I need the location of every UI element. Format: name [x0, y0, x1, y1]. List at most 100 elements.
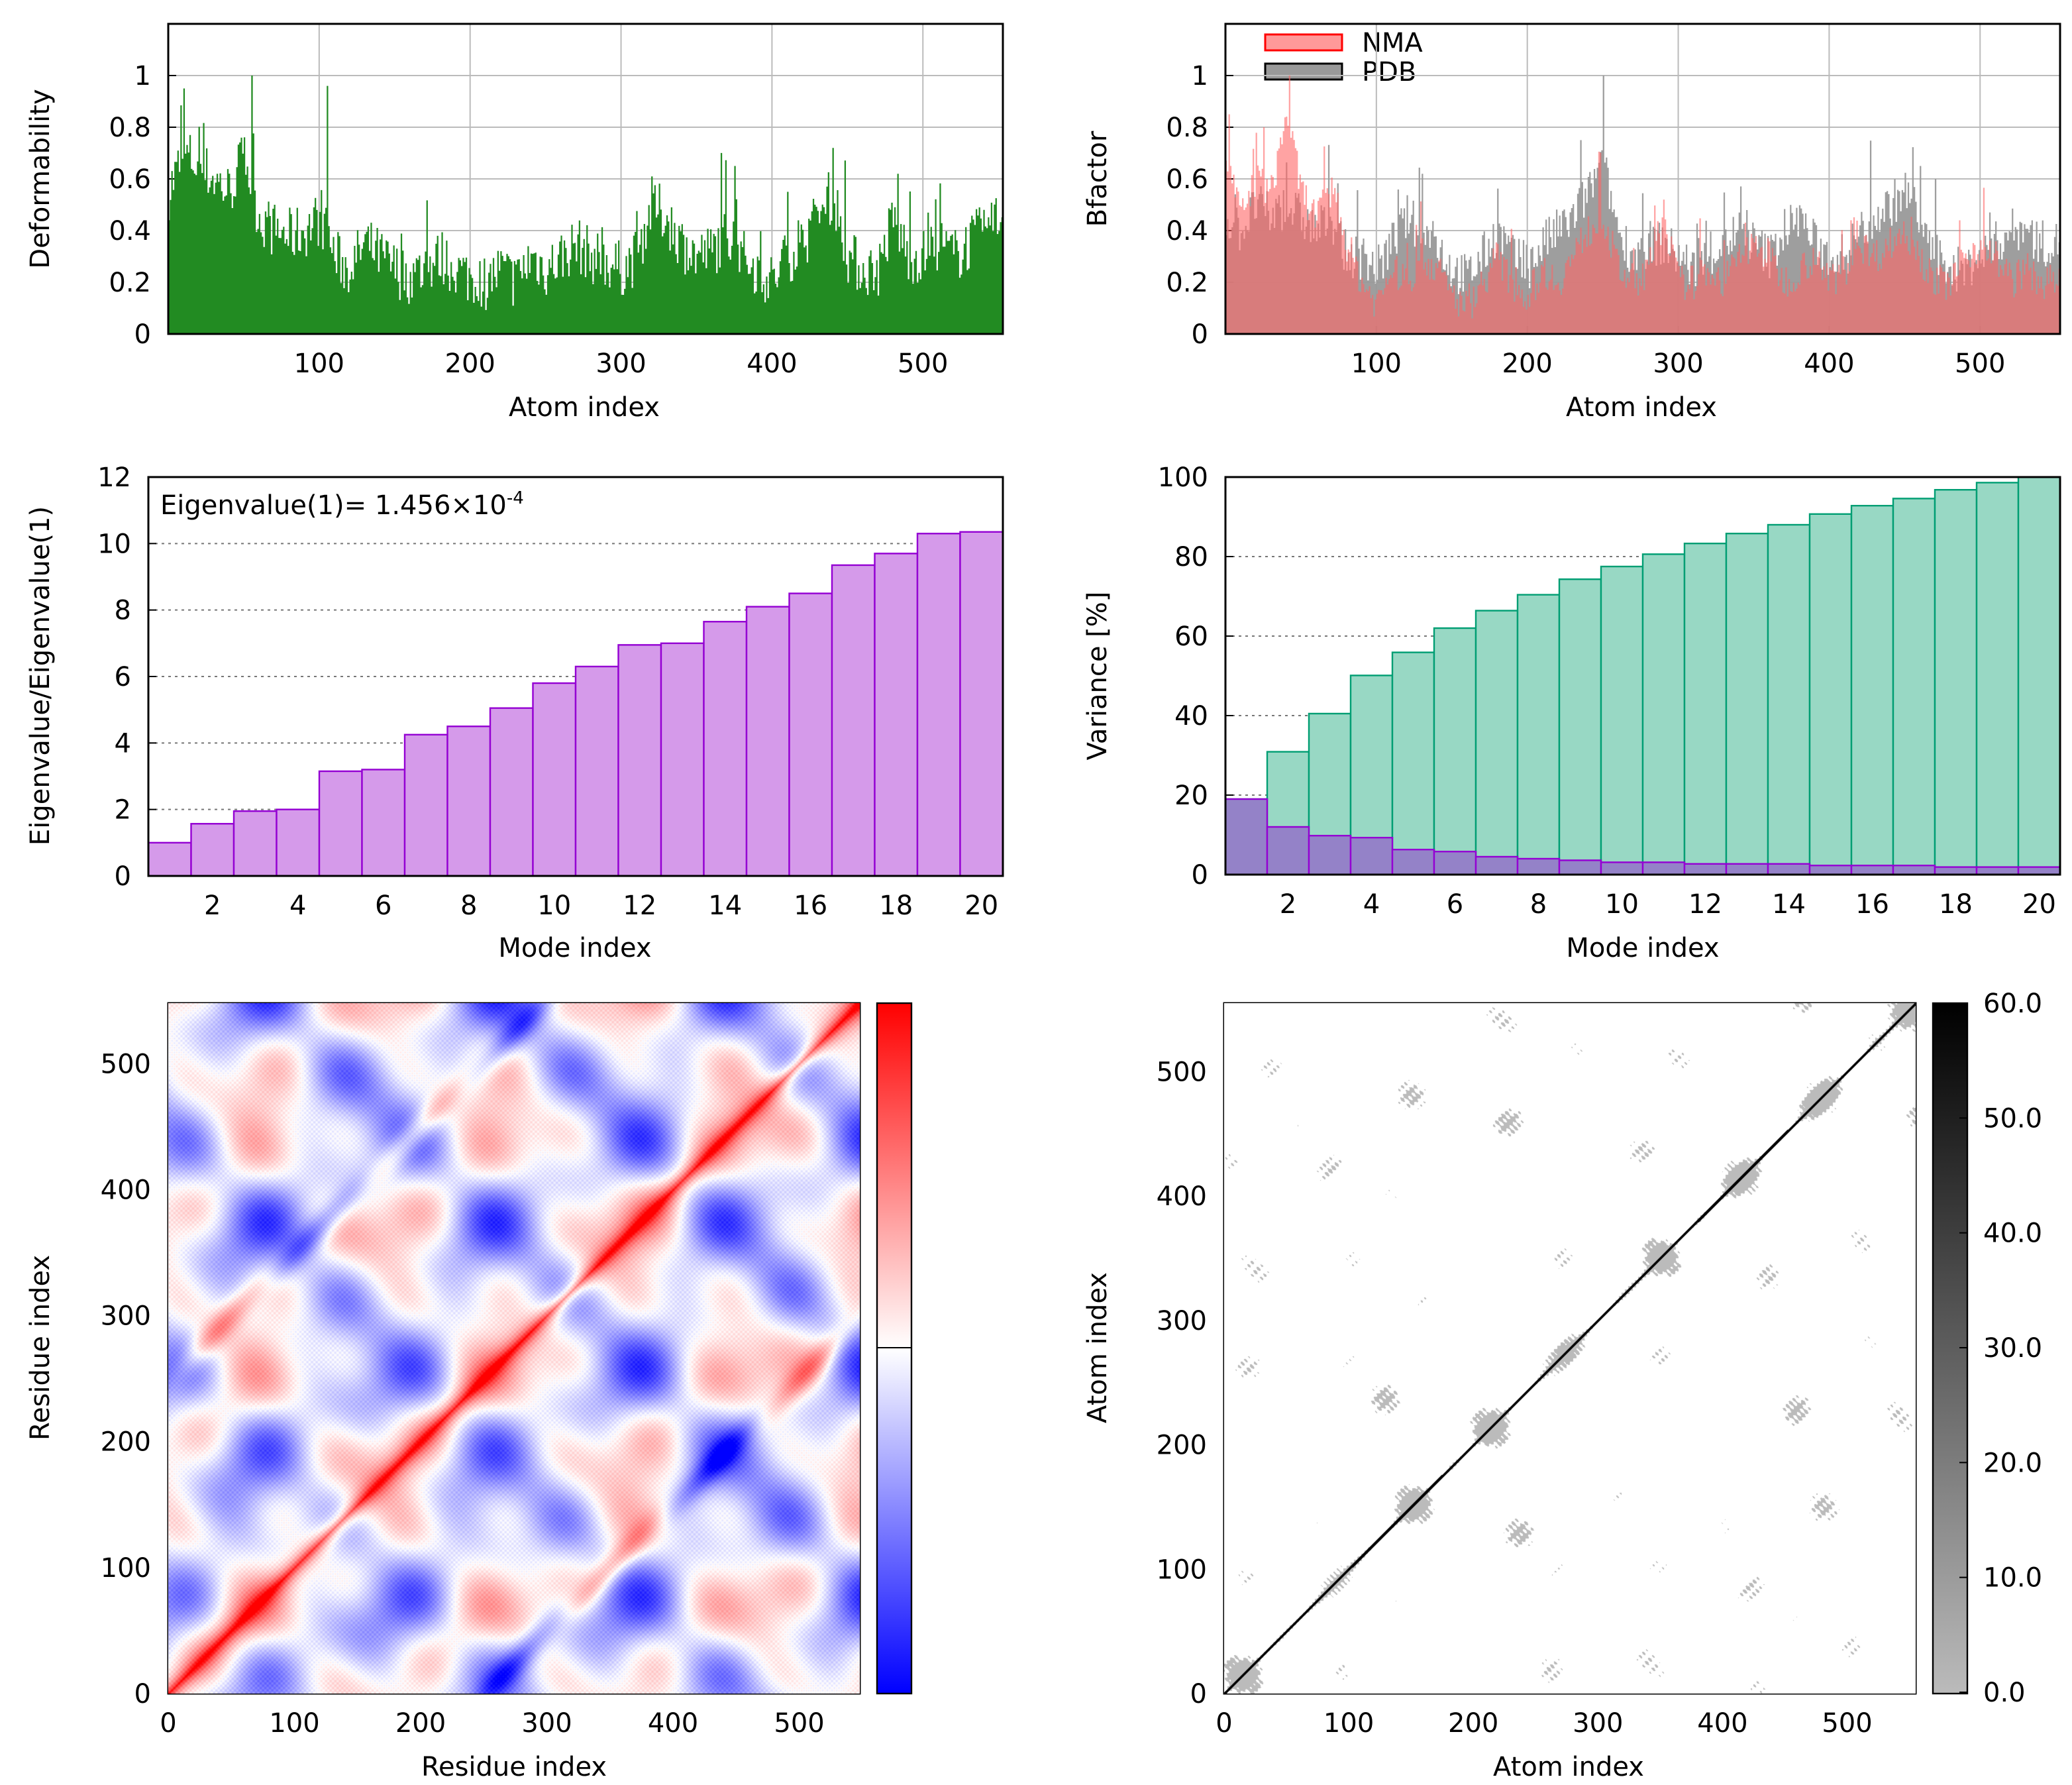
cumulative-bar-14 [1767, 523, 1811, 876]
y-tick-label: 0 [1192, 319, 1208, 350]
colorbar-tick-label: 0.0 [1983, 1678, 2026, 1708]
colorbar-tick-label: 50.0 [1983, 1103, 2042, 1134]
colorbar-tick-label: 40.0 [1983, 1218, 2042, 1249]
variance-ylabel: Variance [%] [1082, 592, 1113, 761]
individual-bar-1 [1224, 798, 1269, 876]
cumulative-bar-8 [1516, 594, 1561, 876]
eigen-xlabel: Mode index [498, 933, 651, 963]
eigen-bar-5 [318, 770, 363, 877]
eigen-bar-3 [233, 810, 278, 877]
x-tick-label: 400 [747, 349, 797, 379]
cumulative-bar-5 [1391, 651, 1435, 876]
individual-bar-20 [2017, 866, 2061, 876]
contact-xlabel: Atom index [1493, 1752, 1644, 1782]
eigen-ylabel: Eigenvalue/Eigenvalue(1) [25, 506, 56, 845]
cumulative-bar-16 [1850, 505, 1894, 876]
eigen-bar-12 [617, 644, 662, 877]
cumulative-bar-9 [1558, 578, 1602, 876]
bfactor-legend: NMA PDB [1264, 28, 1423, 87]
y-tick-label: 200 [101, 1427, 151, 1458]
y-tick-label: 500 [101, 1049, 151, 1079]
x-tick-label: 200 [1448, 1708, 1498, 1739]
x-tick-label: 0 [160, 1708, 176, 1739]
x-tick-label: 10 [537, 891, 571, 921]
legend-label-nma: NMA [1362, 28, 1423, 58]
y-tick-label: 40 [1174, 701, 1208, 731]
x-tick-label: 400 [648, 1708, 698, 1739]
cumulative-bar-20 [2017, 476, 2061, 876]
cumulative-bar-11 [1641, 553, 1686, 876]
x-tick-label: 8 [460, 891, 477, 921]
colorbar-tick-label: 20.0 [1983, 1448, 2042, 1478]
y-tick-label: 0 [115, 861, 131, 892]
individual-bar-2 [1266, 826, 1310, 876]
cumulative-bar-18 [1934, 489, 1978, 876]
y-tick-label: 500 [1157, 1057, 1207, 1087]
y-tick-label: 0 [1190, 1679, 1207, 1709]
individual-bar-4 [1349, 836, 1394, 876]
cumulative-bar-17 [1892, 498, 1936, 876]
individual-bar-16 [1850, 864, 1894, 876]
deformability-frame [167, 23, 1004, 335]
y-tick-label: 0.6 [1166, 164, 1208, 195]
cumulative-bar-10 [1600, 565, 1644, 876]
eigen-bar-15 [745, 606, 790, 877]
individual-bar-9 [1558, 859, 1602, 876]
y-tick-label: 20 [1174, 781, 1208, 811]
variance-xlabel: Mode index [1566, 933, 1719, 963]
y-tick-label: 12 [97, 462, 131, 493]
x-tick-label: 18 [879, 891, 913, 921]
individual-bar-18 [1934, 866, 1978, 876]
x-tick-label: 500 [774, 1708, 824, 1739]
x-tick-label: 8 [1530, 889, 1547, 920]
individual-bar-12 [1683, 863, 1728, 876]
x-tick-label: 100 [294, 349, 344, 379]
eigenvalues-axes: 0 2 4 6 8 10 12 2 4 6 8 10 12 14 16 18 20 [97, 462, 1003, 921]
colorbar-tick-label: 60.0 [1983, 989, 2042, 1019]
x-tick-label: 12 [623, 891, 656, 921]
x-tick-label: 200 [445, 349, 495, 379]
individual-bar-8 [1516, 857, 1561, 876]
x-tick-label: 18 [1939, 889, 1973, 920]
colorbar-tick-label: 10.0 [1983, 1563, 2042, 1594]
x-tick-label: 100 [1323, 1708, 1374, 1739]
y-tick-label: 300 [101, 1301, 151, 1332]
y-tick-label: 0.8 [109, 113, 151, 143]
cumulative-bar-7 [1475, 610, 1519, 876]
y-tick-label: 300 [1157, 1306, 1207, 1336]
contact-map-heatmap [1224, 1003, 1916, 1694]
x-tick-label: 500 [898, 349, 948, 379]
eigen-bar-16 [788, 592, 833, 877]
y-tick-label: 0 [134, 1679, 151, 1709]
deformability-bars [168, 76, 1003, 334]
x-tick-label: 4 [289, 891, 306, 921]
x-tick-label: 300 [521, 1708, 572, 1739]
contact_map-axes: 0 100 200 300 400 500 0 100 200 300 400 500 [1157, 1057, 1873, 1739]
y-tick-label: 60 [1174, 622, 1208, 652]
x-tick-label: 6 [375, 891, 391, 921]
cumulative-bar-15 [1808, 513, 1853, 876]
eigen-bar-8 [446, 726, 492, 877]
eigen-bar-9 [489, 707, 534, 877]
eigen-bar-20 [959, 531, 1004, 877]
x-tick-label: 200 [1502, 349, 1553, 379]
x-tick-label: 14 [708, 891, 742, 921]
x-tick-label: 500 [1822, 1708, 1872, 1739]
y-tick-label: 0.2 [1166, 268, 1208, 298]
individual-bar-15 [1808, 864, 1853, 876]
y-tick-label: 100 [1158, 462, 1208, 493]
y-tick-label: 0.4 [109, 216, 151, 246]
y-tick-label: 8 [115, 596, 131, 626]
legend-label-pdb: PDB [1362, 57, 1416, 87]
y-tick-label: 0 [134, 319, 151, 350]
y-tick-label: 0.6 [109, 164, 151, 195]
x-tick-label: 300 [1573, 1708, 1623, 1739]
bfactor-ylabel: Bfactor [1082, 131, 1113, 227]
eigen-bar-10 [532, 682, 577, 877]
y-tick-label: 100 [101, 1553, 151, 1584]
annotation-text: Eigenvalue(1)= 1.456×10 [160, 490, 507, 521]
eigenvalues-frame [147, 476, 1004, 877]
y-tick-label: 80 [1174, 542, 1208, 572]
